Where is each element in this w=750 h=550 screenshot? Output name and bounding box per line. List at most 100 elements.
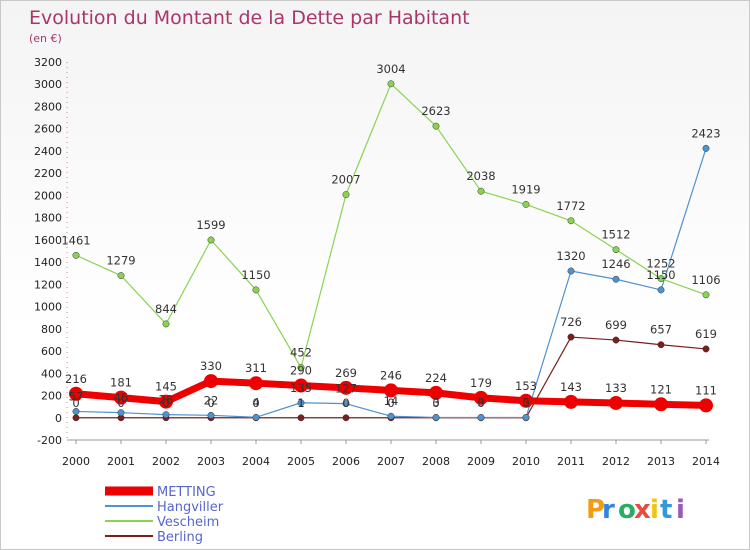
- chart-title: Evolution du Montant de la Dette par Hab…: [29, 7, 470, 29]
- y-tick-label: -200: [37, 434, 62, 447]
- x-tick-label: 2010: [512, 455, 540, 468]
- data-point: [207, 236, 215, 244]
- data-label: 14: [384, 394, 399, 408]
- data-point: [297, 364, 305, 371]
- data-point: [702, 144, 710, 152]
- data-label: 1246: [601, 257, 630, 271]
- data-label: 127: [335, 382, 357, 396]
- data-point: [387, 412, 395, 420]
- y-tick-label: 400: [41, 367, 62, 380]
- data-label: 153: [515, 379, 537, 393]
- data-label: 452: [290, 346, 312, 360]
- data-label: 1252: [646, 257, 675, 271]
- data-label: 311: [245, 361, 267, 375]
- data-point: [72, 407, 80, 415]
- x-tick-label: 2012: [602, 455, 630, 468]
- data-point: [342, 414, 350, 422]
- data-label: 216: [65, 372, 87, 386]
- x-tick-label: 2005: [287, 455, 315, 468]
- data-point: [567, 267, 575, 275]
- data-point: [342, 400, 350, 408]
- data-label: 0: [342, 396, 349, 410]
- data-label: 2423: [691, 126, 720, 140]
- data-point: [72, 251, 80, 259]
- data-label: 22: [204, 393, 219, 407]
- data-label: 269: [335, 366, 357, 380]
- data-label: 1772: [556, 199, 585, 213]
- x-tick-label: 2009: [467, 455, 495, 468]
- y-tick-label: 2400: [34, 145, 62, 158]
- y-tick-label: 2000: [34, 189, 62, 202]
- data-label: 145: [155, 380, 177, 394]
- data-point: [204, 374, 218, 389]
- data-label: 0: [252, 396, 259, 410]
- data-label: 179: [470, 376, 492, 390]
- data-label: 224: [425, 371, 447, 385]
- data-label: 0: [522, 396, 529, 410]
- data-label: 4: [252, 395, 259, 409]
- data-point: [609, 395, 623, 410]
- logo-letter: i: [650, 495, 659, 525]
- series-layer: [69, 80, 713, 422]
- logo-letter: x: [634, 495, 651, 525]
- data-label: 0: [387, 396, 394, 410]
- data-label: 1106: [691, 273, 720, 287]
- data-point: [612, 246, 620, 254]
- data-label: 1599: [196, 218, 225, 232]
- data-label: 121: [650, 382, 672, 396]
- data-point: [117, 409, 125, 417]
- logo-letter: o: [618, 495, 636, 525]
- data-point: [387, 80, 395, 88]
- x-tick-label: 2002: [152, 455, 180, 468]
- data-point: [477, 413, 485, 421]
- data-point: [657, 275, 665, 283]
- data-point: [162, 320, 170, 328]
- data-label: 3004: [376, 62, 405, 76]
- logo-letter: P: [586, 495, 605, 525]
- data-point: [384, 383, 398, 398]
- data-label: 1461: [61, 233, 90, 247]
- data-point: [612, 275, 620, 283]
- data-point: [252, 413, 260, 421]
- logo-letter: r: [602, 495, 615, 525]
- data-point: [522, 413, 530, 421]
- data-label: 1919: [511, 182, 540, 196]
- data-point: [654, 397, 668, 412]
- data-label: 0: [432, 396, 439, 410]
- data-label: 135: [290, 381, 312, 395]
- data-label: 699: [605, 318, 627, 332]
- series-vescheim: [72, 80, 710, 371]
- x-tick-label: 2008: [422, 455, 450, 468]
- data-label: 1: [297, 396, 304, 410]
- data-point: [567, 333, 575, 341]
- axes: -200020040060080010001200140016001800200…: [34, 56, 720, 468]
- data-label: 726: [560, 315, 582, 329]
- data-point: [657, 286, 665, 294]
- series-metting: [69, 374, 713, 413]
- data-point: [249, 376, 263, 391]
- data-point: [567, 217, 575, 225]
- data-point: [522, 200, 530, 208]
- data-point: [432, 413, 440, 421]
- data-point: [159, 394, 173, 409]
- data-label: 0: [207, 396, 214, 410]
- data-point: [339, 380, 353, 395]
- y-tick-label: 1400: [34, 256, 62, 269]
- data-label: 0: [162, 396, 169, 410]
- y-tick-label: 1600: [34, 234, 62, 247]
- data-label: 46: [114, 391, 129, 405]
- data-label: 28: [159, 393, 174, 407]
- data-point: [297, 414, 305, 422]
- data-label: 0: [477, 396, 484, 410]
- data-point: [519, 393, 533, 408]
- data-point: [69, 386, 83, 401]
- data-label: 1279: [106, 254, 135, 268]
- data-label: 2623: [421, 104, 450, 118]
- data-label: 1150: [241, 268, 270, 282]
- legend-label: METTING: [157, 485, 216, 500]
- data-label: 1320: [556, 249, 585, 263]
- data-point: [477, 187, 485, 195]
